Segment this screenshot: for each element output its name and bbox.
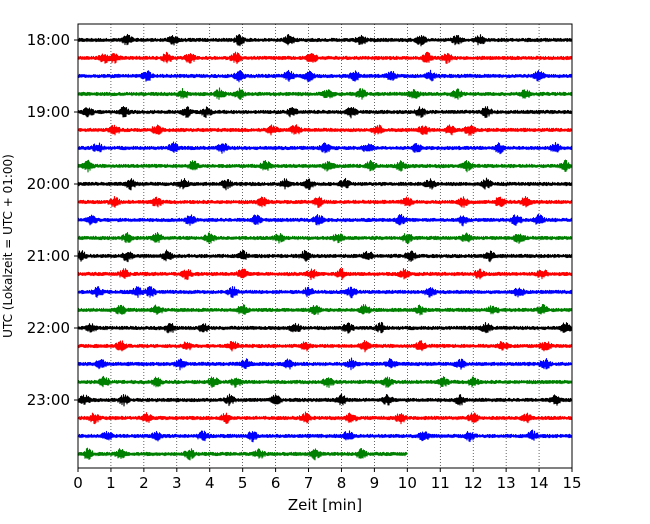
x-tick-label: 10 <box>398 474 417 492</box>
tick-layer: 0 1 2 3 4 5 6 7 8 9 10 11 12 13 14 1518:0019:0020:0021:… <box>27 31 582 492</box>
seismo-trace-2145 <box>77 303 573 316</box>
seismo-trace-1945 <box>77 159 573 173</box>
seismo-trace-2045 <box>77 231 573 245</box>
seismo-trace-2315 <box>77 411 573 425</box>
x-tick-label: 13 <box>497 474 516 492</box>
seismo-trace-2015 <box>77 196 573 209</box>
plot-frame <box>77 23 573 469</box>
seismo-trace-1830 <box>77 69 573 83</box>
seismo-trace-2115 <box>77 267 573 281</box>
y-tick-label: 21:00 <box>27 247 70 265</box>
x-tick-label: 12 <box>464 474 483 492</box>
x-tick-label: 14 <box>530 474 549 492</box>
y-tick-label: 19:00 <box>27 103 70 121</box>
seismo-trace-2030 <box>77 213 573 227</box>
x-tick-label: 1 <box>106 474 116 492</box>
trace-layer <box>77 33 573 461</box>
x-tick-label: 3 <box>172 474 182 492</box>
seismo-trace-1930 <box>77 141 573 155</box>
x-tick-label: 0 <box>73 474 83 492</box>
seismo-trace-2345 <box>77 447 408 461</box>
x-tick-label: 5 <box>238 474 248 492</box>
x-tick-label: 8 <box>337 474 347 492</box>
y-tick-label: 18:00 <box>27 31 70 49</box>
y-axis-label: UTC (Lokalzeit = UTC + 01:00) <box>1 154 15 338</box>
seismo-trace-2215 <box>77 339 573 353</box>
x-tick-label: 9 <box>370 474 380 492</box>
y-tick-label: 20:00 <box>27 175 70 193</box>
y-tick-label: 23:00 <box>27 391 70 409</box>
y-tick-label: 22:00 <box>27 319 70 337</box>
seismo-trace-2245 <box>77 375 573 389</box>
seismo-trace-2230 <box>77 357 573 371</box>
x-tick-label: 11 <box>431 474 450 492</box>
x-tick-label: 4 <box>205 474 215 492</box>
seismo-trace-2100 <box>77 249 573 263</box>
seismo-trace-1815 <box>77 51 573 65</box>
seismo-trace-1800 <box>77 33 573 47</box>
seismo-trace-2000 <box>77 177 573 191</box>
x-tick-label: 2 <box>139 474 149 492</box>
seismo-trace-2200 <box>77 321 573 334</box>
x-tick-label: 15 <box>562 474 581 492</box>
seismo-trace-1915 <box>77 124 573 136</box>
seismo-trace-2300 <box>77 393 573 407</box>
x-tick-label: 6 <box>271 474 281 492</box>
x-axis-label: Zeit [min] <box>288 496 362 514</box>
seismo-trace-1900 <box>77 106 573 119</box>
x-tick-label: 7 <box>304 474 314 492</box>
seismo-trace-2330 <box>77 429 573 443</box>
seismo-trace-2130 <box>77 285 573 299</box>
seismo-trace-1845 <box>77 87 573 101</box>
